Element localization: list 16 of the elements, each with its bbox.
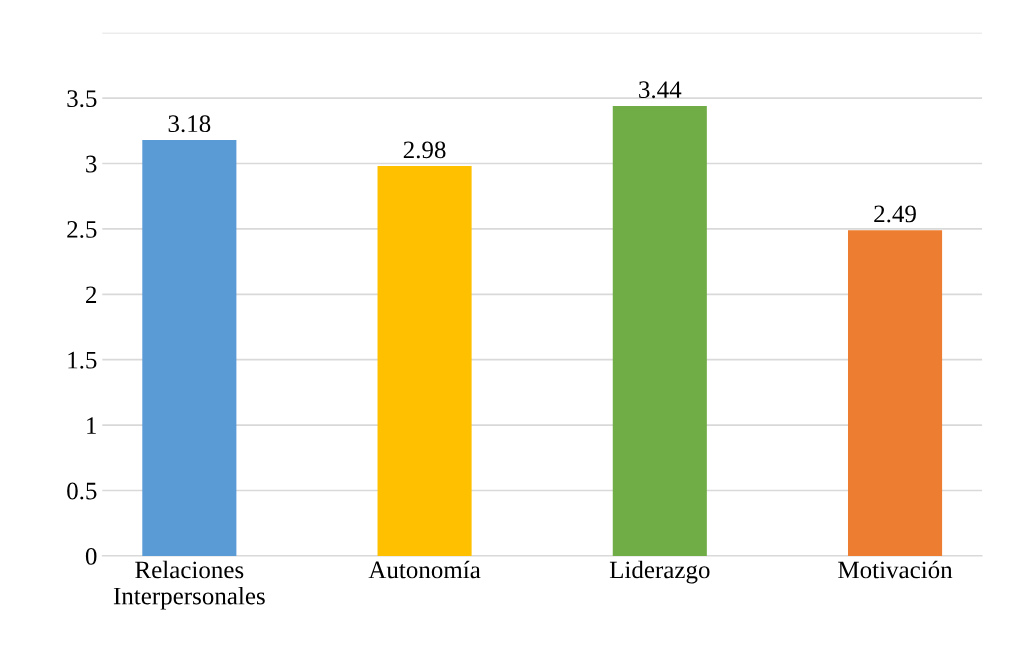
y-tick-label: 3.5 [67,90,97,108]
y-tick-label: 2.5 [67,221,97,238]
y-tick-label: 1 [87,417,96,434]
x-tick-label: Motivación [838,560,953,579]
data-label: 2.98 [403,141,446,159]
data-label: 2.49 [874,205,916,223]
x-tick-label: Relaciones Interpersonales [113,560,265,610]
x-tick-label: Autonomía [368,560,481,579]
y-tick-label: 1.5 [68,351,97,369]
data-label: 3.44 [639,81,682,99]
y-tick-label: 0 [85,547,97,565]
y-tick-label: 0.5 [67,482,97,500]
y-tick-label: 3 [86,155,97,173]
y-tick-label: 2 [86,286,97,303]
data-label: 3.18 [168,115,211,133]
x-tick-label: Liderazgo [609,560,710,584]
